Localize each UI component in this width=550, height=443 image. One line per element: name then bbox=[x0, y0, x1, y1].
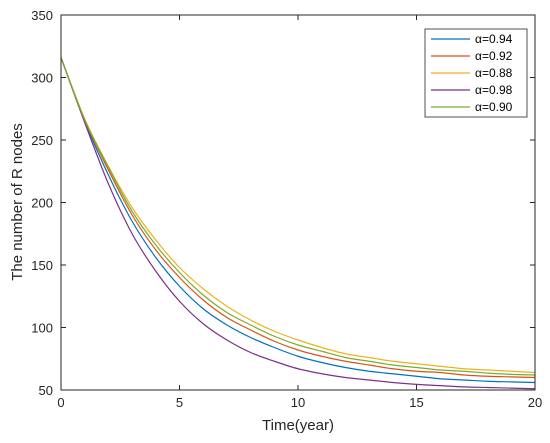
series-line bbox=[60, 57, 536, 390]
x-tick-label: 10 bbox=[291, 395, 305, 410]
legend: α=0.94 α=0.92 α=0.88 α=0.98 α=0.90 bbox=[424, 28, 528, 118]
series-line bbox=[60, 57, 536, 374]
y-axis: 50 100 150 200 250 300 350 bbox=[31, 8, 535, 398]
y-tick-label: 150 bbox=[31, 258, 53, 273]
y-axis-title: The number of R nodes bbox=[9, 123, 26, 281]
x-axis: 0 5 10 15 20 bbox=[57, 15, 542, 410]
legend-label: α=0.92 bbox=[475, 49, 513, 63]
y-tick-label: 200 bbox=[31, 196, 53, 211]
x-tick-label: 5 bbox=[176, 395, 183, 410]
series-line bbox=[60, 57, 536, 379]
legend-label: α=0.88 bbox=[475, 66, 513, 80]
y-tick-label: 300 bbox=[31, 71, 53, 86]
legend-label: α=0.98 bbox=[475, 83, 513, 97]
y-tick-label: 50 bbox=[39, 383, 53, 398]
x-axis-title: Time(year) bbox=[262, 417, 334, 434]
x-tick-label: 15 bbox=[409, 395, 423, 410]
x-tick-label: 20 bbox=[528, 395, 542, 410]
series-layer bbox=[60, 57, 536, 390]
series-line bbox=[60, 57, 536, 384]
y-tick-label: 350 bbox=[31, 8, 53, 23]
x-tick-label: 0 bbox=[57, 395, 64, 410]
legend-label: α=0.90 bbox=[475, 100, 513, 114]
series-line bbox=[60, 57, 536, 376]
y-tick-label: 250 bbox=[31, 133, 53, 148]
legend-label: α=0.94 bbox=[475, 32, 513, 46]
y-tick-label: 100 bbox=[31, 321, 53, 336]
